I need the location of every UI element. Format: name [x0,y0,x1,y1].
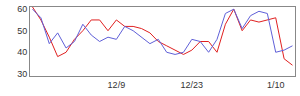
svg-text:30: 30 [17,69,27,79]
svg-text:12/23: 12/23 [181,80,204,90]
svg-text:12/9: 12/9 [108,80,126,90]
svg-text:50: 50 [17,26,27,36]
svg-text:1/10: 1/10 [267,80,285,90]
svg-text:60: 60 [17,4,27,14]
svg-text:40: 40 [17,47,27,57]
